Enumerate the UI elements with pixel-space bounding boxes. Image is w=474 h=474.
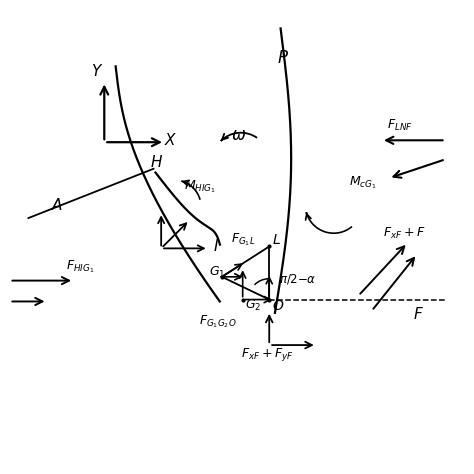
Text: $G_1$: $G_1$	[209, 264, 225, 280]
Text: $F_{G_1G_2O}$: $F_{G_1G_2O}$	[199, 313, 237, 330]
Text: $\omega$: $\omega$	[231, 126, 246, 144]
Text: $F_{G_1L}$: $F_{G_1L}$	[231, 232, 256, 248]
Text: $L$: $L$	[272, 233, 281, 247]
Text: $F_{LNF}$: $F_{LNF}$	[387, 118, 412, 133]
Text: $O$: $O$	[272, 299, 284, 313]
Text: $X$: $X$	[164, 132, 177, 148]
Text: $F_{xF}+F_{yF}$: $F_{xF}+F_{yF}$	[241, 346, 293, 363]
Text: $M_{cG_1}$: $M_{cG_1}$	[349, 175, 376, 191]
Text: $Y$: $Y$	[91, 63, 103, 79]
Text: $A$: $A$	[51, 198, 64, 213]
Text: $F$: $F$	[413, 306, 424, 321]
Text: $F_{xF}+F$: $F_{xF}+F$	[383, 226, 426, 241]
Text: $H$: $H$	[150, 154, 163, 170]
Text: $P$: $P$	[277, 48, 289, 66]
Text: $I$: $I$	[213, 238, 219, 255]
Text: $\pi/2{-}\alpha$: $\pi/2{-}\alpha$	[279, 272, 316, 286]
Text: $F_{HIG_1}$: $F_{HIG_1}$	[66, 258, 95, 275]
Text: $M_{HIG_1}$: $M_{HIG_1}$	[184, 179, 216, 195]
Text: $G_2$: $G_2$	[246, 298, 262, 313]
